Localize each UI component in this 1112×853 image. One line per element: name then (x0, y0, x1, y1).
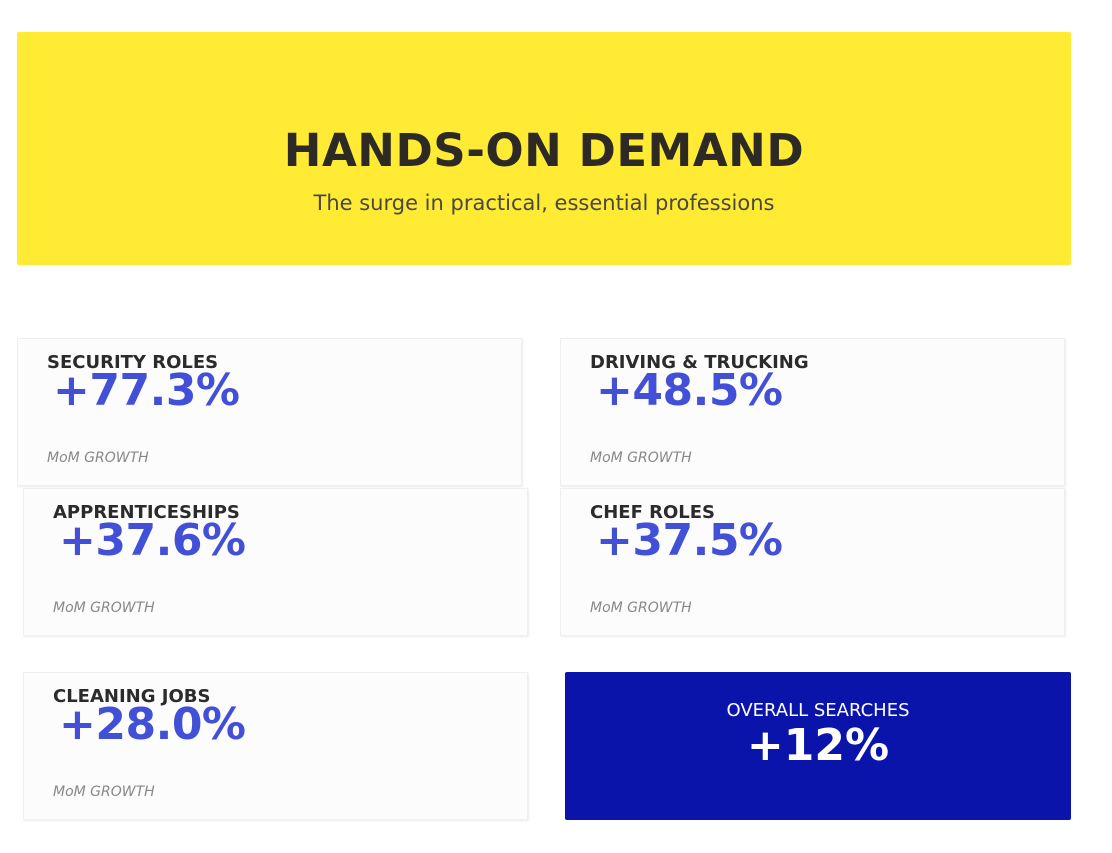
stat-card-chef: CHEF ROLES +37.5% MoM GROWTH (560, 488, 1065, 636)
stat-card-caption: MoM GROWTH (53, 784, 155, 800)
stat-card-value: +28.0% (59, 699, 246, 750)
header-banner: HANDS-ON DEMAND The surge in practical, … (17, 32, 1071, 265)
stat-card-apprenticeships: APPRENTICESHIPS +37.6% MoM GROWTH (23, 488, 528, 636)
stat-card-label: CHEF ROLES (590, 502, 716, 523)
summary-value: +12% (746, 720, 890, 771)
stat-card-caption: MoM GROWTH (590, 450, 692, 466)
stat-card-cleaning: CLEANING JOBS +28.0% MoM GROWTH (23, 672, 528, 820)
stat-card-value: +37.5% (596, 515, 783, 566)
stat-card-value: +77.3% (53, 365, 240, 416)
page-subtitle: The surge in practical, essential profes… (313, 191, 775, 215)
stat-card-caption: MoM GROWTH (53, 600, 155, 616)
stat-card-value: +37.6% (59, 515, 246, 566)
stat-card-label: DRIVING & TRUCKING (590, 352, 809, 373)
stat-card-caption: MoM GROWTH (590, 600, 692, 616)
stat-card-value: +48.5% (596, 365, 783, 416)
stat-card-label: SECURITY ROLES (47, 352, 219, 373)
summary-label: OVERALL SEARCHES (726, 700, 910, 721)
stat-card-label: APPRENTICESHIPS (53, 502, 240, 523)
stat-card-caption: MoM GROWTH (47, 450, 149, 466)
stat-card-security: SECURITY ROLES +77.3% MoM GROWTH (17, 338, 522, 486)
page-title: HANDS-ON DEMAND (283, 124, 805, 177)
overall-searches-card: OVERALL SEARCHES +12% (565, 672, 1071, 820)
stat-card-label: CLEANING JOBS (53, 686, 211, 707)
stat-card-driving: DRIVING & TRUCKING +48.5% MoM GROWTH (560, 338, 1065, 486)
